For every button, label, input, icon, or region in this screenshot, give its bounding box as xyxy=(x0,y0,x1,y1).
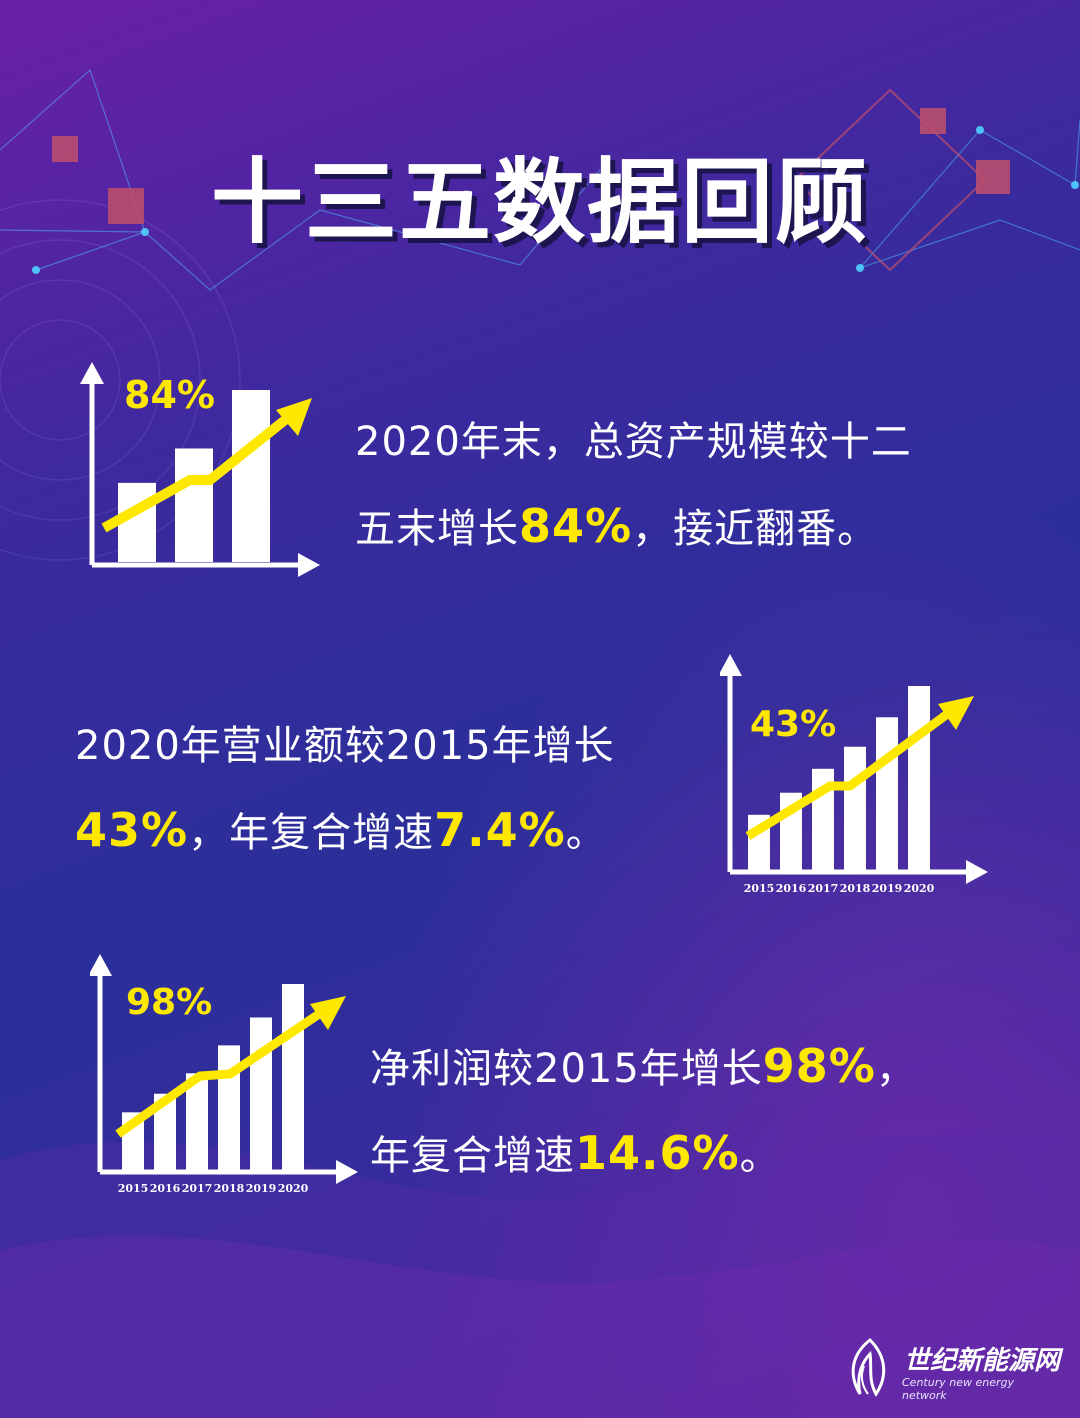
x-tick-label: 2017 xyxy=(808,882,839,895)
section2-line2-post: 。 xyxy=(565,810,607,856)
x-tick-label: 2020 xyxy=(904,882,935,895)
bar-3 xyxy=(232,390,270,562)
x-axis-arrow xyxy=(966,860,988,884)
x-tick-label: 2018 xyxy=(214,1182,245,1195)
x-tick-label: 2019 xyxy=(246,1182,277,1195)
trend-arrow-head xyxy=(310,996,346,1030)
bar-2017 xyxy=(186,1073,208,1170)
section3-highlight-2: 14.6% xyxy=(575,1126,740,1180)
section2-text: 2020年营业额较2015年增长 43%，年复合增速7.4%。 xyxy=(75,704,715,875)
y-axis-arrow xyxy=(80,362,104,384)
x-tick-label: 2016 xyxy=(776,882,807,895)
x-tick-label: 2018 xyxy=(840,882,871,895)
trend-arrow-head xyxy=(938,696,974,730)
section3-line2: 年复合增速14.6%。 xyxy=(370,1111,1070,1198)
bar-2 xyxy=(175,448,213,562)
bar-2016 xyxy=(154,1093,176,1170)
x-tick-label: 2017 xyxy=(182,1182,213,1195)
bar-2020 xyxy=(908,686,930,870)
trend-arrow-line xyxy=(101,416,289,533)
bar-1 xyxy=(118,482,156,562)
y-axis-arrow xyxy=(90,954,112,976)
x-axis-arrow xyxy=(298,553,320,577)
x-axis-arrow xyxy=(336,1160,358,1184)
bar-2019 xyxy=(250,1017,272,1170)
chart-revenue: 2015 2016 2017 2018 2019 2020 43% xyxy=(720,654,988,895)
section1-text: 2020年末，总资产规模较十二 五末增长84%，接近翻番。 xyxy=(355,400,1045,571)
x-tick-label: 2015 xyxy=(118,1182,149,1195)
section2-highlight-2: 7.4% xyxy=(434,803,566,857)
section3-line1: 净利润较2015年增长98%， xyxy=(370,1024,1070,1111)
x-tick-label: 2020 xyxy=(278,1182,309,1195)
section2-line2: 43%，年复合增速7.4%。 xyxy=(75,788,715,875)
y-axis-arrow xyxy=(720,654,742,676)
section3-line1-post: ， xyxy=(875,1046,917,1092)
section3-highlight-1: 98% xyxy=(762,1039,876,1093)
chart-percent-label: 98% xyxy=(126,982,212,1023)
watermark-logo-icon xyxy=(851,1338,886,1397)
x-tick-label: 2019 xyxy=(872,882,903,895)
section1-line2-post: ，接近翻番。 xyxy=(632,506,879,552)
bar-2018 xyxy=(844,746,866,870)
trend-arrow-head xyxy=(276,398,312,436)
section3-line2-post: 。 xyxy=(739,1133,781,1179)
bar-2020 xyxy=(282,984,304,1170)
chart-percent-label: 43% xyxy=(750,704,836,745)
chart-percent-label: 84% xyxy=(124,373,215,417)
page-title: 十三五数据回顾 xyxy=(210,149,869,256)
section2-line1: 2020年营业额较2015年增长 xyxy=(75,723,615,769)
section3-text: 净利润较2015年增长98%， 年复合增速14.6%。 xyxy=(370,1024,1070,1198)
section3-line2-pre: 年复合增速 xyxy=(370,1133,575,1179)
watermark: 世纪新能源网 Century new energy network xyxy=(842,1334,1062,1404)
x-tick-label: 2016 xyxy=(150,1182,181,1195)
trend-arrow-line xyxy=(115,1008,325,1138)
bar-2019 xyxy=(876,717,898,870)
trend-arrow-line xyxy=(745,708,953,840)
section1-line2-pre: 五末增长 xyxy=(355,506,519,552)
section1-line2: 五末增长84%，接近翻番。 xyxy=(355,484,1045,571)
section2-highlight-1: 43% xyxy=(75,803,189,857)
section2-line2-mid: ，年复合增速 xyxy=(188,810,435,856)
x-tick-label: 2015 xyxy=(744,882,775,895)
chart-total-assets: 84% xyxy=(80,362,320,577)
section1-line1: 2020年末，总资产规模较十二 xyxy=(355,419,912,465)
section3-line1-pre: 净利润较2015年增长 xyxy=(370,1046,763,1092)
watermark-english: Century new energy network xyxy=(902,1376,1014,1402)
section1-highlight: 84% xyxy=(519,499,633,553)
watermark-name: 世纪新能源网 xyxy=(904,1346,1061,1376)
chart-net-profit: 2015 2016 2017 2018 2019 2020 98% xyxy=(90,954,358,1195)
